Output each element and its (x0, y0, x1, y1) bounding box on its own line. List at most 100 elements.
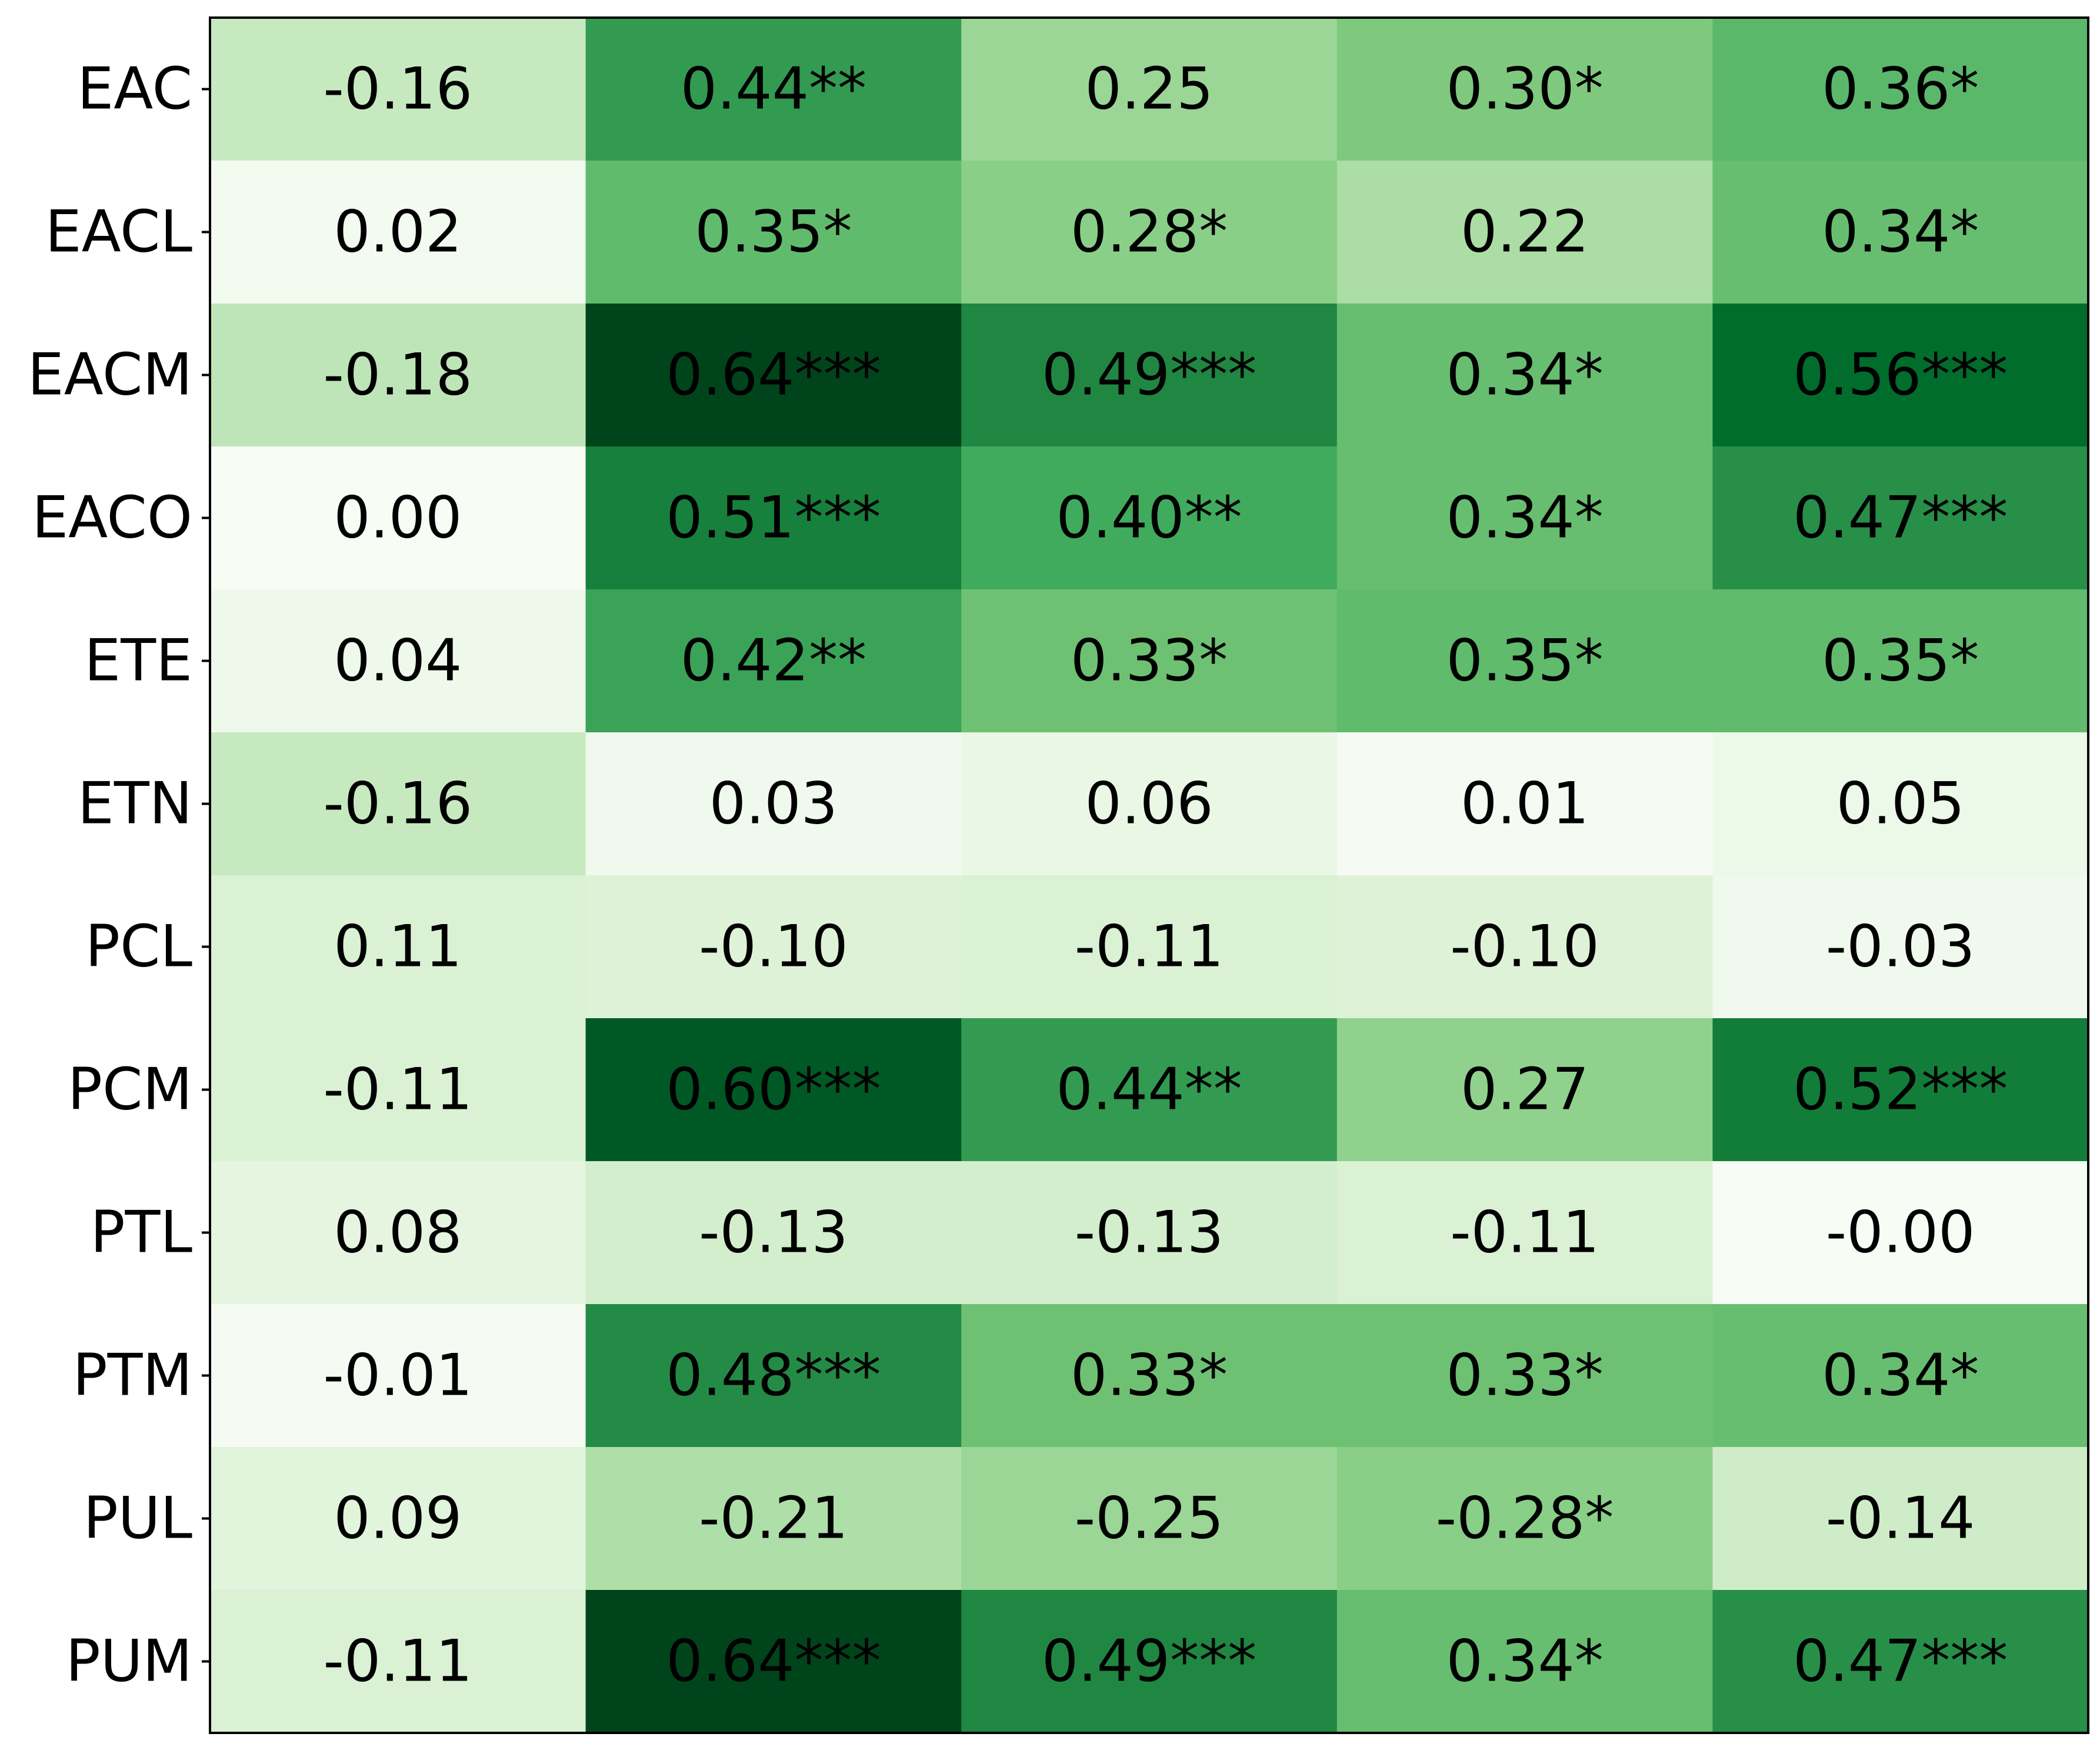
heatmap-cell (210, 732, 586, 876)
heatmap-cell (1336, 1304, 1713, 1448)
y-tick-label: PCL (85, 913, 193, 981)
heatmap-cell (585, 304, 962, 447)
heatmap-cell (961, 589, 1338, 733)
cell-value-label: 0.30* (1446, 56, 1603, 123)
heatmap-cell (1712, 18, 2089, 161)
y-tick-label: EAC (77, 56, 192, 123)
cell-value-label: -0.18 (324, 342, 473, 409)
cell-value-label: 0.34* (1446, 485, 1603, 552)
heatmap-cell (210, 589, 586, 733)
cell-value-label: 0.09 (334, 1485, 462, 1552)
cell-value-label: 0.34* (1446, 1628, 1603, 1695)
cell-value-label: 0.34* (1822, 1342, 1979, 1409)
heatmap-cell (1336, 161, 1713, 304)
cell-value-label: -0.16 (324, 56, 473, 123)
heatmap-cell (961, 446, 1338, 590)
heatmap-cell (961, 875, 1338, 1019)
heatmap-cell (961, 732, 1338, 876)
heatmap-annotations: -0.16 0.44** 0.25 0.30* 0.36* 0.02 0.35* 0.28* 0… (324, 56, 2008, 1695)
cell-value-label: 0.35* (1822, 628, 1979, 695)
cell-value-label: 0.40** (1056, 485, 1242, 552)
y-tick-label: ETE (84, 628, 192, 695)
cell-value-label: 0.64*** (666, 1628, 881, 1695)
heatmap-cell (585, 1304, 962, 1448)
heatmap-cell (1336, 732, 1713, 876)
cell-value-label: 0.47*** (1793, 1628, 2008, 1695)
heatmap-cell (210, 161, 586, 304)
y-tick-label: EACO (32, 485, 192, 552)
heatmap-cell (961, 1304, 1338, 1448)
y-tick-label: PCM (68, 1056, 192, 1123)
cell-value-label: -0.11 (324, 1628, 473, 1695)
cell-value-label: 0.33* (1071, 1342, 1228, 1409)
heatmap-cell (1336, 1590, 1713, 1733)
heatmap-cell (585, 1161, 962, 1305)
heatmap-cell (1712, 304, 2089, 447)
heatmap-cell (1712, 589, 2089, 733)
cell-value-label: 0.52*** (1793, 1056, 2008, 1123)
heatmap-cell (961, 18, 1338, 161)
heatmap-cell (210, 304, 586, 447)
heatmap-cell (210, 875, 586, 1019)
cell-value-label: -0.10 (1450, 913, 1599, 981)
heatmap-cell (585, 875, 962, 1019)
heatmap-cell (961, 304, 1338, 447)
heatmap-cell (585, 732, 962, 876)
cell-value-label: -0.25 (1075, 1485, 1224, 1552)
cell-value-label: 0.51*** (666, 485, 881, 552)
y-tick-label: EACL (45, 199, 193, 266)
heatmap-cell (961, 1590, 1338, 1733)
heatmap-cells (210, 18, 2089, 1733)
heatmap-cell (1712, 1018, 2089, 1162)
heatmap-cell (1336, 304, 1713, 447)
cell-value-label: 0.64*** (666, 342, 881, 409)
cell-value-label: 0.22 (1461, 199, 1589, 266)
heatmap-cell (1712, 1304, 2089, 1448)
cell-value-label: 0.35* (695, 199, 852, 266)
heatmap-cell (210, 446, 586, 590)
cell-value-label: 0.06 (1085, 771, 1213, 838)
heatmap-cell (585, 1590, 962, 1733)
cell-value-label: 0.56*** (1793, 342, 2008, 409)
cell-value-label: 0.44** (681, 56, 866, 123)
cell-value-label: -0.13 (1075, 1199, 1224, 1266)
heatmap-cell (1336, 1161, 1713, 1305)
cell-value-label: 0.35* (1446, 628, 1603, 695)
cell-value-label: 0.34* (1822, 199, 1979, 266)
cell-value-label: -0.10 (699, 913, 848, 981)
y-axis: EAC EACL EACM EACO ETE ETN PCL PCM PTL PTM PUL PUM (28, 56, 210, 1695)
heatmap-cell (210, 1447, 586, 1591)
cell-value-label: 0.33* (1446, 1342, 1603, 1409)
heatmap-cell (1712, 875, 2089, 1019)
cell-value-label: 0.48*** (666, 1342, 881, 1409)
y-tick-label: ETN (78, 771, 192, 838)
heatmap-cell (1336, 875, 1713, 1019)
cell-value-label: 0.28* (1071, 199, 1228, 266)
cell-value-label: -0.11 (324, 1056, 473, 1123)
heatmap-cell (585, 446, 962, 590)
y-tick-label: PTM (72, 1342, 192, 1409)
cell-value-label: 0.01 (1461, 771, 1589, 838)
heatmap-cell (1336, 589, 1713, 733)
cell-value-label: 0.33* (1071, 628, 1228, 695)
heatmap-cell (1336, 1018, 1713, 1162)
cell-value-label: 0.36* (1822, 56, 1979, 123)
heatmap-cell (961, 1018, 1338, 1162)
heatmap-cell (1712, 1590, 2089, 1733)
heatmap-cell (961, 1447, 1338, 1591)
cell-value-label: 0.49*** (1042, 342, 1256, 409)
heatmap-cell (210, 18, 586, 161)
plot-frame (209, 16, 2089, 1734)
heatmap-cell (1336, 1447, 1713, 1591)
heatmap-cell (961, 161, 1338, 304)
y-tick-label: PUL (84, 1485, 193, 1552)
cell-value-label: -0.03 (1826, 913, 1975, 981)
heatmap-cell (961, 1161, 1338, 1305)
cell-value-label: 0.11 (334, 913, 462, 981)
cell-value-label: -0.11 (1450, 1199, 1599, 1266)
heatmap-cell (210, 1304, 586, 1448)
cell-value-label: -0.00 (1826, 1199, 1975, 1266)
cell-value-label: -0.14 (1826, 1485, 1975, 1552)
cell-value-label: 0.08 (334, 1199, 462, 1266)
